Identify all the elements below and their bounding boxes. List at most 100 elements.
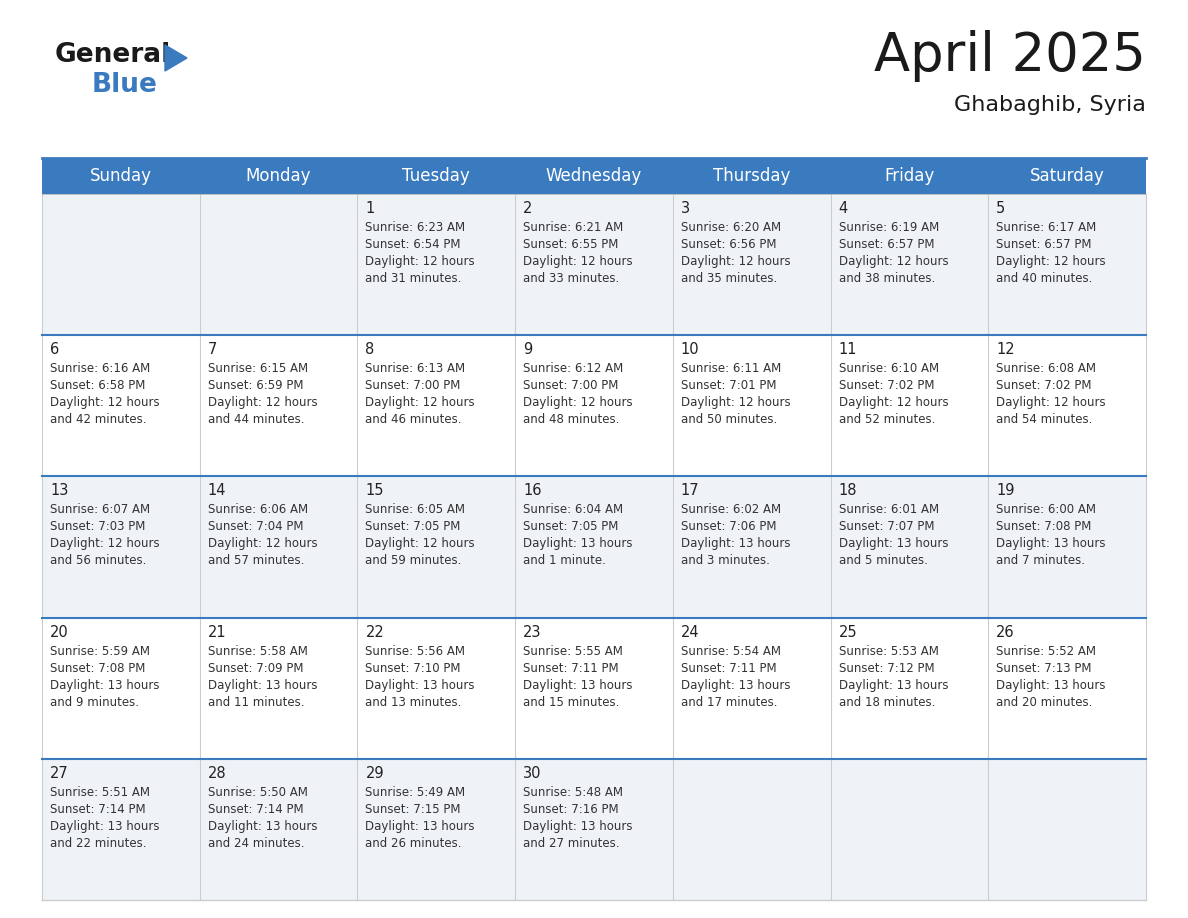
- Text: and 17 minutes.: and 17 minutes.: [681, 696, 777, 709]
- Polygon shape: [165, 45, 187, 71]
- Text: and 40 minutes.: and 40 minutes.: [997, 272, 1093, 285]
- Text: Sunset: 7:09 PM: Sunset: 7:09 PM: [208, 662, 303, 675]
- Text: 23: 23: [523, 624, 542, 640]
- Text: and 33 minutes.: and 33 minutes.: [523, 272, 619, 285]
- Text: Sunrise: 5:49 AM: Sunrise: 5:49 AM: [366, 786, 466, 799]
- Text: 18: 18: [839, 484, 857, 498]
- Text: and 18 minutes.: and 18 minutes.: [839, 696, 935, 709]
- Text: Daylight: 12 hours: Daylight: 12 hours: [208, 537, 317, 551]
- Text: Sunset: 6:55 PM: Sunset: 6:55 PM: [523, 238, 619, 251]
- Bar: [516, 158, 672, 194]
- Text: Sunrise: 6:00 AM: Sunrise: 6:00 AM: [997, 503, 1097, 517]
- Text: Sunset: 7:00 PM: Sunset: 7:00 PM: [366, 379, 461, 392]
- Text: Sunset: 7:05 PM: Sunset: 7:05 PM: [366, 521, 461, 533]
- Text: Sunrise: 6:16 AM: Sunrise: 6:16 AM: [50, 363, 150, 375]
- Text: and 3 minutes.: and 3 minutes.: [681, 554, 770, 567]
- Text: Blue: Blue: [91, 72, 158, 98]
- Text: 8: 8: [366, 342, 374, 357]
- Text: Daylight: 12 hours: Daylight: 12 hours: [839, 397, 948, 409]
- Text: 3: 3: [681, 201, 690, 216]
- Text: Sunset: 6:58 PM: Sunset: 6:58 PM: [50, 379, 145, 392]
- Text: Daylight: 13 hours: Daylight: 13 hours: [366, 820, 475, 833]
- Text: Daylight: 12 hours: Daylight: 12 hours: [681, 397, 790, 409]
- Text: Daylight: 12 hours: Daylight: 12 hours: [523, 397, 633, 409]
- Text: 4: 4: [839, 201, 848, 216]
- Bar: [358, 158, 516, 194]
- Text: 15: 15: [366, 484, 384, 498]
- Text: April 2025: April 2025: [874, 30, 1146, 82]
- Text: 24: 24: [681, 624, 700, 640]
- Text: Sunrise: 6:01 AM: Sunrise: 6:01 AM: [839, 503, 939, 517]
- Text: Sunset: 7:03 PM: Sunset: 7:03 PM: [50, 521, 145, 533]
- Text: and 31 minutes.: and 31 minutes.: [366, 272, 462, 285]
- Text: Sunset: 7:11 PM: Sunset: 7:11 PM: [523, 662, 619, 675]
- Text: Sunset: 7:04 PM: Sunset: 7:04 PM: [208, 521, 303, 533]
- Text: and 7 minutes.: and 7 minutes.: [997, 554, 1086, 567]
- Text: Sunset: 6:56 PM: Sunset: 6:56 PM: [681, 238, 776, 251]
- Text: Sunset: 7:01 PM: Sunset: 7:01 PM: [681, 379, 776, 392]
- Text: Daylight: 12 hours: Daylight: 12 hours: [681, 255, 790, 268]
- Text: 7: 7: [208, 342, 217, 357]
- Text: Sunrise: 6:02 AM: Sunrise: 6:02 AM: [681, 503, 781, 517]
- Text: Sunrise: 5:59 AM: Sunrise: 5:59 AM: [50, 644, 150, 657]
- Text: and 44 minutes.: and 44 minutes.: [208, 413, 304, 426]
- Text: Sunrise: 6:11 AM: Sunrise: 6:11 AM: [681, 363, 781, 375]
- Text: and 46 minutes.: and 46 minutes.: [366, 413, 462, 426]
- Text: Sunset: 7:14 PM: Sunset: 7:14 PM: [50, 803, 146, 816]
- Text: 29: 29: [366, 766, 384, 781]
- Text: Sunrise: 5:54 AM: Sunrise: 5:54 AM: [681, 644, 781, 657]
- Text: 28: 28: [208, 766, 227, 781]
- Text: Sunrise: 6:05 AM: Sunrise: 6:05 AM: [366, 503, 466, 517]
- Text: Tuesday: Tuesday: [403, 167, 470, 185]
- Text: Sunrise: 5:48 AM: Sunrise: 5:48 AM: [523, 786, 624, 799]
- Text: Daylight: 12 hours: Daylight: 12 hours: [208, 397, 317, 409]
- Text: Sunrise: 5:51 AM: Sunrise: 5:51 AM: [50, 786, 150, 799]
- Text: Sunset: 7:11 PM: Sunset: 7:11 PM: [681, 662, 777, 675]
- Text: Sunset: 6:54 PM: Sunset: 6:54 PM: [366, 238, 461, 251]
- Text: Sunset: 7:13 PM: Sunset: 7:13 PM: [997, 662, 1092, 675]
- Text: 13: 13: [50, 484, 69, 498]
- Text: Sunrise: 6:06 AM: Sunrise: 6:06 AM: [208, 503, 308, 517]
- Text: Daylight: 13 hours: Daylight: 13 hours: [366, 678, 475, 691]
- Text: and 13 minutes.: and 13 minutes.: [366, 696, 462, 709]
- Text: Sunset: 7:12 PM: Sunset: 7:12 PM: [839, 662, 934, 675]
- Text: 11: 11: [839, 342, 857, 357]
- Text: and 20 minutes.: and 20 minutes.: [997, 696, 1093, 709]
- Bar: [988, 158, 1146, 194]
- Text: Sunset: 7:10 PM: Sunset: 7:10 PM: [366, 662, 461, 675]
- Text: Sunrise: 6:12 AM: Sunrise: 6:12 AM: [523, 363, 624, 375]
- Text: Daylight: 12 hours: Daylight: 12 hours: [366, 537, 475, 551]
- Text: and 54 minutes.: and 54 minutes.: [997, 413, 1093, 426]
- Text: Daylight: 12 hours: Daylight: 12 hours: [366, 255, 475, 268]
- Text: Daylight: 13 hours: Daylight: 13 hours: [523, 820, 633, 833]
- Text: Ghabaghib, Syria: Ghabaghib, Syria: [954, 95, 1146, 115]
- Text: and 35 minutes.: and 35 minutes.: [681, 272, 777, 285]
- Text: Sunset: 7:08 PM: Sunset: 7:08 PM: [50, 662, 145, 675]
- Text: Sunrise: 6:15 AM: Sunrise: 6:15 AM: [208, 363, 308, 375]
- Bar: [42, 194, 1146, 335]
- Text: 27: 27: [50, 766, 69, 781]
- Text: Sunset: 7:15 PM: Sunset: 7:15 PM: [366, 803, 461, 816]
- Text: Daylight: 13 hours: Daylight: 13 hours: [208, 678, 317, 691]
- Text: Sunset: 7:00 PM: Sunset: 7:00 PM: [523, 379, 619, 392]
- Text: Daylight: 13 hours: Daylight: 13 hours: [839, 537, 948, 551]
- Text: and 52 minutes.: and 52 minutes.: [839, 413, 935, 426]
- Text: 1: 1: [366, 201, 374, 216]
- Text: 21: 21: [208, 624, 227, 640]
- Text: and 9 minutes.: and 9 minutes.: [50, 696, 139, 709]
- Text: Sunrise: 6:08 AM: Sunrise: 6:08 AM: [997, 363, 1097, 375]
- Text: 16: 16: [523, 484, 542, 498]
- Text: and 26 minutes.: and 26 minutes.: [366, 837, 462, 850]
- Text: Sunset: 7:07 PM: Sunset: 7:07 PM: [839, 521, 934, 533]
- Text: Saturday: Saturday: [1030, 167, 1105, 185]
- Text: Sunset: 7:08 PM: Sunset: 7:08 PM: [997, 521, 1092, 533]
- Text: and 57 minutes.: and 57 minutes.: [208, 554, 304, 567]
- Text: and 15 minutes.: and 15 minutes.: [523, 696, 619, 709]
- Text: and 50 minutes.: and 50 minutes.: [681, 413, 777, 426]
- Text: Sunrise: 6:21 AM: Sunrise: 6:21 AM: [523, 221, 624, 234]
- Text: 25: 25: [839, 624, 858, 640]
- Text: 22: 22: [366, 624, 384, 640]
- Text: Daylight: 12 hours: Daylight: 12 hours: [50, 537, 159, 551]
- Text: and 48 minutes.: and 48 minutes.: [523, 413, 619, 426]
- Bar: [42, 476, 1146, 618]
